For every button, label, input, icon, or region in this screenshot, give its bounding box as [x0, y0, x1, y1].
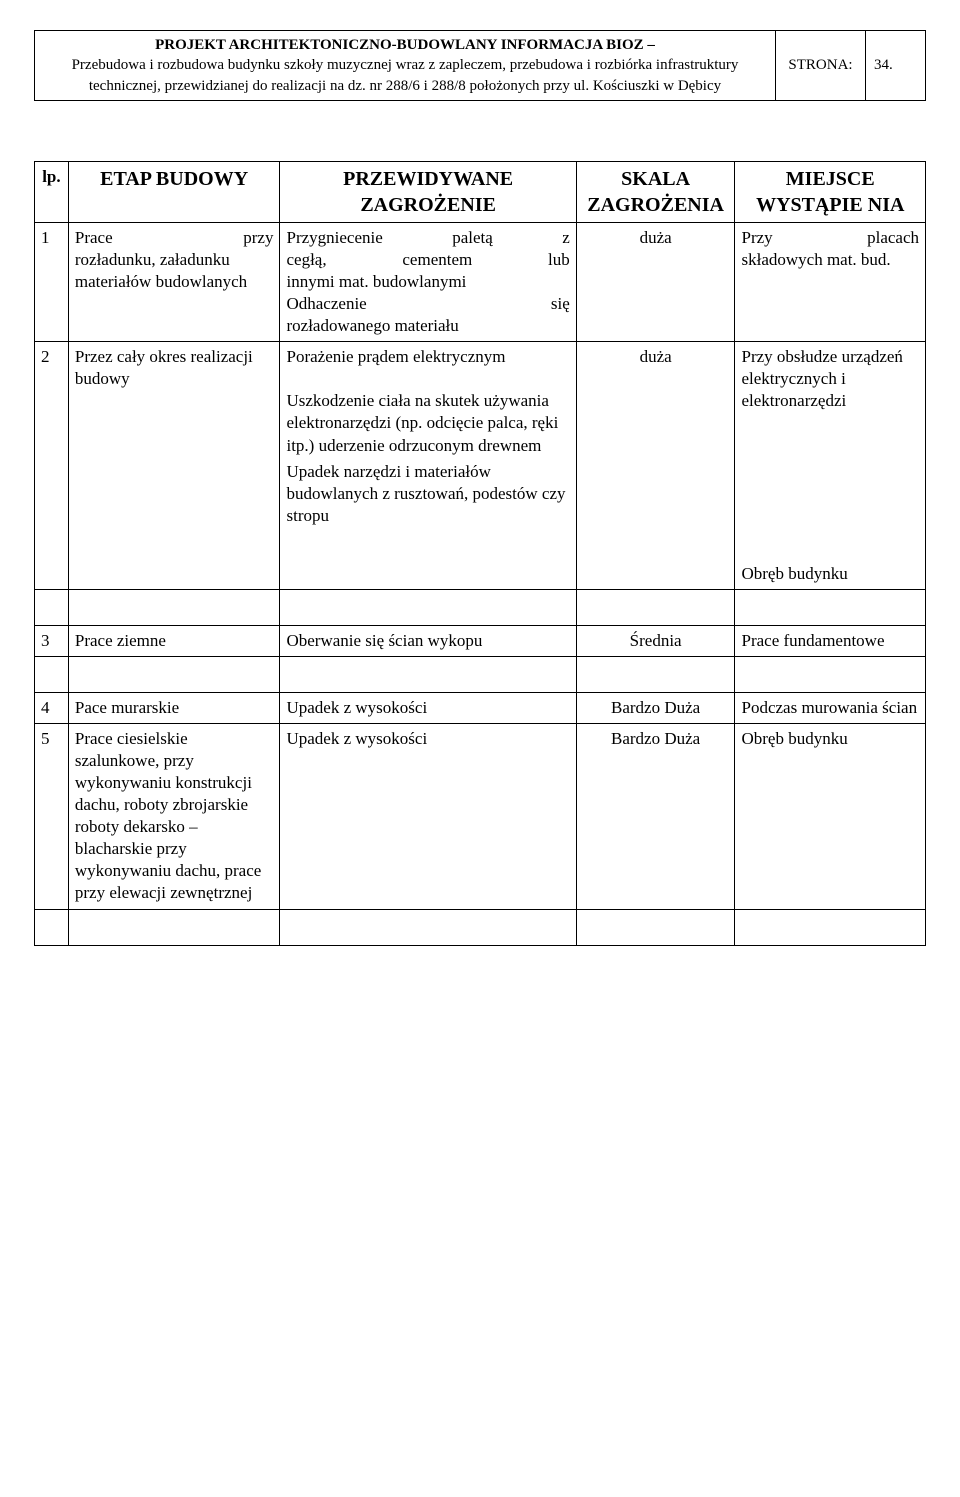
th-miejsce: MIEJSCE WYSTĄPIE NIA [735, 161, 926, 222]
cell-zagrozenie: Przygniecenie paletą z cegłą, cementem l… [280, 222, 576, 341]
text: lub [548, 250, 570, 269]
header-page-label: STRONA: [776, 31, 866, 101]
th-lp: lp. [35, 161, 69, 222]
header-title-rest: Przebudowa i rozbudowa budynku szkoły mu… [72, 57, 739, 93]
cell-skala: Bardzo Duża [576, 723, 735, 909]
cell-skala: duża [576, 222, 735, 341]
table-header-row: lp. ETAP BUDOWY PRZEWIDYWANE ZAGROŻENIE … [35, 161, 926, 222]
th-zagrozenie: PRZEWIDYWANE ZAGROŻENIE [280, 161, 576, 222]
cell-lp: 5 [35, 723, 69, 909]
text: Odhaczenie [286, 294, 366, 313]
cell-miejsce: Obręb budynku [735, 723, 926, 909]
table-row: 5 Prace ciesielskie szalunkowe, przy wyk… [35, 723, 926, 909]
table-row: 1 Prace przy rozładunku, załadunku mater… [35, 222, 926, 341]
cell-etap: Pace murarskie [68, 692, 280, 723]
text: przy [243, 228, 273, 247]
table-row: 2 Przez cały okres realizacji budowy Por… [35, 342, 926, 589]
table-row: 4 Pace murarskie Upadek z wysokości Bard… [35, 692, 926, 723]
cell-miejsce: Przy obsłudze urządzeń elektrycznych i e… [735, 342, 926, 589]
text: cementem [402, 250, 472, 269]
cell-etap: Prace ziemne [68, 625, 280, 656]
text: paletą [452, 228, 493, 247]
cell-etap: Prace ciesielskie szalunkowe, przy wykon… [68, 723, 280, 909]
header-page-number: 34. [866, 31, 926, 101]
text: cegłą, [286, 250, 326, 269]
cell-lp: 3 [35, 625, 69, 656]
th-etap: ETAP BUDOWY [68, 161, 280, 222]
th-skala: SKALA ZAGROŻENIA [576, 161, 735, 222]
cell-lp: 1 [35, 222, 69, 341]
cell-lp: 2 [35, 342, 69, 589]
text: Przy obsłudze urządzeń elektrycznych i e… [741, 346, 919, 412]
table-blank-row [35, 589, 926, 625]
header-title-bold: PROJEKT ARCHITEKTONICZNO-BUDOWLANY INFOR… [155, 37, 655, 53]
cell-zagrozenie: Upadek z wysokości [280, 723, 576, 909]
text: Prace [75, 228, 113, 247]
cell-zagrozenie: Upadek z wysokości [280, 692, 576, 723]
text: Obręb budynku [741, 563, 919, 585]
cell-skala: Średnia [576, 625, 735, 656]
cell-zagrozenie: Porażenie prądem elektrycznym Uszkodzeni… [280, 342, 576, 589]
table-blank-row [35, 909, 926, 945]
text: innymi mat. budowlanymi [286, 271, 569, 293]
cell-etap: Prace przy rozładunku, załadunku materia… [68, 222, 280, 341]
cell-miejsce: Prace fundamentowe [735, 625, 926, 656]
header-title-cell: PROJEKT ARCHITEKTONICZNO-BUDOWLANY INFOR… [35, 31, 776, 101]
hazard-table: lp. ETAP BUDOWY PRZEWIDYWANE ZAGROŻENIE … [34, 161, 926, 946]
text: Upadek narzędzi i materiałów budowlanych… [286, 461, 569, 527]
document-header: PROJEKT ARCHITEKTONICZNO-BUDOWLANY INFOR… [34, 30, 926, 101]
text: się [551, 294, 570, 313]
cell-miejsce: Przy placach składowych mat. bud. [735, 222, 926, 341]
text: z [562, 228, 570, 247]
cell-etap: Przez cały okres realizacji budowy [68, 342, 280, 589]
table-blank-row [35, 656, 926, 692]
text: placach [867, 228, 919, 247]
text: składowych mat. bud. [741, 249, 919, 271]
text: rozładunku, załadunku materiałów budowla… [75, 249, 274, 293]
text: rozładowanego materiału [286, 315, 569, 337]
table-row: 3 Prace ziemne Oberwanie się ścian wykop… [35, 625, 926, 656]
cell-skala: duża [576, 342, 735, 589]
cell-miejsce: Podczas murowania ścian [735, 692, 926, 723]
text: Przy [741, 228, 772, 247]
text: Przygniecenie [286, 228, 382, 247]
cell-skala: Bardzo Duża [576, 692, 735, 723]
text: Uszkodzenie ciała na skutek używania ele… [286, 390, 569, 456]
cell-zagrozenie: Oberwanie się ścian wykopu [280, 625, 576, 656]
text: Porażenie prądem elektrycznym [286, 346, 569, 368]
cell-lp: 4 [35, 692, 69, 723]
